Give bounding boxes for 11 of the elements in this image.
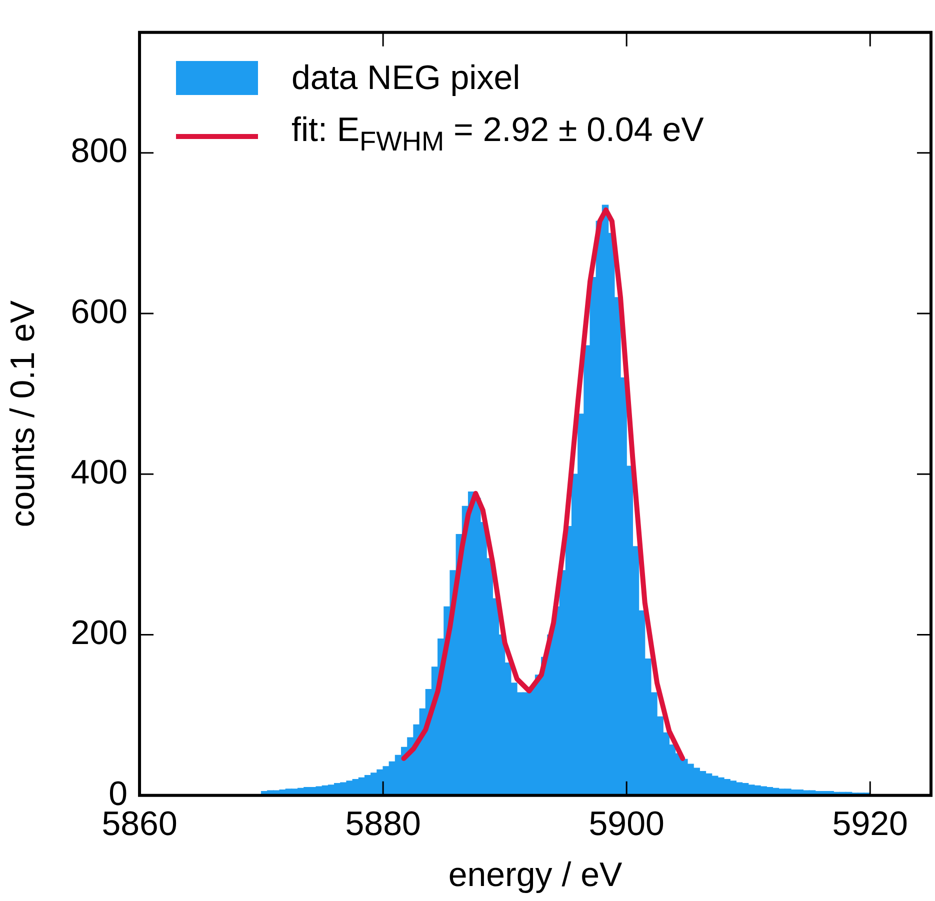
y-tick-label: 400	[70, 454, 128, 492]
x-tick-label: 5900	[588, 805, 664, 844]
legend-label: data NEG pixel	[292, 58, 520, 100]
x-axis-title: energy / eV	[448, 856, 623, 894]
y-tick-label: 600	[70, 292, 128, 331]
x-tick-label: 5880	[345, 805, 421, 844]
y-tick-label: 200	[70, 614, 128, 652]
y-axis-title: counts / 0.1 eV	[4, 300, 42, 528]
x-tick-label: 5920	[832, 805, 908, 844]
legend-label: fit: E$_{FWHM}$ = 2.92 ± 0.04 eV	[292, 110, 704, 159]
y-tick-label: 800	[70, 132, 128, 170]
